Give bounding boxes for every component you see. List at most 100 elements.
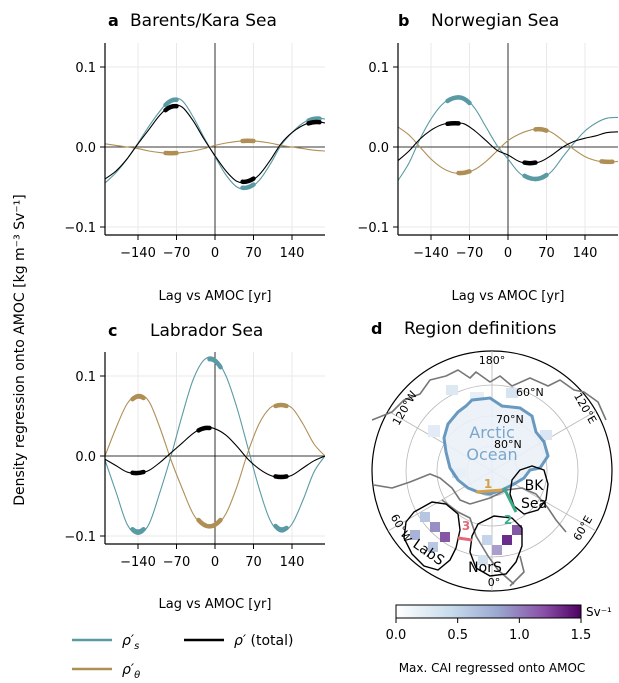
map-label-180: 180° — [479, 354, 506, 367]
panel-a-rho_s-extremum-19 — [306, 116, 322, 123]
colorbar-tick-label-0: 0.0 — [386, 628, 407, 643]
panel-c-rho_theta-extremum-16 — [273, 402, 289, 409]
panel-c-rho_s-extremum-10 — [207, 356, 223, 370]
map-coastlines — [371, 369, 607, 587]
panel-b-xtick-label-3: 70 — [538, 246, 555, 261]
panel-b-rho_total-extremum-12 — [522, 160, 538, 166]
panel-b-xlabel: Lag vs AMOC [yr] — [452, 289, 565, 304]
panel-a-xlabel: Lag vs AMOC [yr] — [159, 289, 272, 304]
map-label-gate-2: 2 — [504, 513, 512, 527]
map-label-70n: 70°N — [496, 413, 524, 426]
panel-a-title: Barents/Kara Sea — [130, 11, 277, 31]
gate-3-line — [457, 536, 473, 542]
panel-d-title: Region definitions — [404, 319, 557, 339]
map-label-ocean: Ocean — [466, 445, 517, 464]
panel-a-series-rho_theta — [105, 140, 325, 154]
panel-d-letter: d — [371, 319, 382, 338]
colorbar-tick-label-3: 1.5 — [571, 628, 592, 643]
panel-c-plot — [105, 356, 325, 535]
panel-a-rho_total-extremum-19 — [306, 119, 322, 126]
panel-a-xtick-label-0: −140 — [120, 246, 156, 261]
panel-b-xtick-label-4: 140 — [573, 246, 598, 261]
panel-b-rho_s-extremum-13 — [533, 172, 549, 182]
panel-b-series-rho_total — [398, 122, 618, 165]
legend-label-rho-s: ρ′s — [122, 633, 139, 652]
colorbar — [395, 604, 582, 619]
panel-a-grid — [105, 43, 325, 235]
panel-b-xtick-label-2: 0 — [504, 246, 512, 261]
map-label-nors: NorS — [468, 560, 502, 576]
panel-a-xtick-label-4: 140 — [280, 246, 305, 261]
map-label-60n: 60°N — [516, 386, 544, 399]
panel-c-rho_theta-extremum-3 — [130, 394, 146, 402]
map-label-gate-3: 3 — [462, 519, 470, 533]
colorbar-label: Max. CAI regressed onto AMOC — [399, 661, 586, 675]
panel-a-ytick-label-0: −0.1 — [64, 221, 96, 236]
panel-c-title: Labrador Sea — [150, 321, 263, 341]
panel-b-ytick-label-0: −0.1 — [357, 221, 389, 236]
panel-a-letter: a — [108, 11, 119, 30]
bk-sea-outline — [509, 465, 549, 515]
panel-c-letter: c — [108, 321, 117, 340]
map-label-80n: 80°N — [494, 438, 522, 451]
panel-b-ytick-label-1: 0.0 — [368, 141, 389, 156]
panel-a-ytick-label-2: 0.1 — [75, 61, 96, 76]
panel-a-ytick-label-1: 0.0 — [75, 141, 96, 156]
panel-c-axes: −140 −70 0 70 140 −0.1 0.0 0.1 — [64, 352, 325, 570]
panel-c: c Labrador Sea −140 −70 0 70 140 −0.1 0.0 0.1 L… — [64, 321, 325, 612]
panel-a-xtick-label-2: 0 — [211, 246, 219, 261]
colorbar-tick-label-2: 1.0 — [509, 628, 530, 643]
panel-a-xtick-label-1: −70 — [163, 246, 190, 261]
colorbar-unit: Sv⁻¹ — [586, 605, 612, 619]
colorbar-ticks: 0.0 0.5 1.0 1.5 — [386, 618, 592, 643]
map-label-0: 0° — [488, 576, 501, 589]
panel-c-rho_theta-extremum-10 — [207, 517, 223, 529]
panel-b-series-rho_s — [398, 95, 618, 181]
panel-b-title: Norwegian Sea — [431, 11, 559, 31]
map-label-arctic: Arctic — [469, 423, 514, 442]
map-label-gate-1: 1 — [484, 477, 492, 491]
panel-c-grid — [105, 352, 325, 544]
panel-b-xtick-label-0: −140 — [413, 246, 449, 261]
panel-a-rho_total-extremum-6 — [163, 103, 179, 113]
panel-c-rho_total-extremum-16 — [273, 474, 289, 480]
panel-a-rho_s-extremum-13 — [240, 182, 256, 191]
panel-a-axes: −140 −70 0 70 140 −0.1 0.0 0.1 — [64, 43, 325, 261]
panel-b-grid — [398, 43, 618, 235]
panel-b-axes: −140 −70 0 70 140 −0.1 0.0 0.1 — [357, 43, 618, 261]
map-label-bk: BK — [525, 478, 545, 494]
panel-a-series-rho_total — [105, 104, 325, 184]
legend-label-rho-theta: ρ′θ — [122, 662, 140, 681]
panel-c-xtick-label-4: 140 — [280, 555, 305, 570]
panel-c-rho_s-extremum-16 — [273, 523, 289, 532]
panel-c-xtick-label-2: 0 — [211, 555, 219, 570]
panel-c-xlabel: Lag vs AMOC [yr] — [159, 597, 272, 612]
panel-d: d Region definitions — [371, 319, 613, 675]
shared-ylabel: Density regression onto AMOC [kg m⁻³ Sv⁻… — [12, 194, 28, 506]
panel-b-ytick-label-2: 0.1 — [368, 61, 389, 76]
panel-a-plot — [105, 97, 325, 191]
panel-c-rho_total-extremum-3 — [130, 469, 146, 476]
panel-b-rho_total-extremum-5 — [445, 121, 461, 127]
panel-c-rho_s-extremum-3 — [130, 526, 146, 535]
nors-outline — [469, 515, 523, 577]
panel-c-xtick-label-3: 70 — [245, 555, 262, 570]
colorbar-tick-label-1: 0.5 — [447, 628, 468, 643]
legend-label-rho-total: ρ′ (total) — [234, 633, 293, 649]
panel-a: a Barents/Kara Sea −140 −70 0 70 140 −0.1 0.0 0… — [64, 11, 325, 304]
panel-c-rho_total-extremum-9 — [196, 425, 212, 433]
panel-b-plot — [398, 95, 618, 182]
gate-1-line — [475, 488, 503, 494]
map-label-sea: Sea — [521, 496, 547, 512]
panel-b-rho_s-extremum-6 — [456, 95, 472, 106]
gate-2-line — [502, 487, 518, 513]
panel-c-ytick-label-2: 0.1 — [75, 370, 96, 385]
panel-b-rho_theta-extremum-13 — [533, 126, 549, 133]
panel-c-ytick-label-0: −0.1 — [64, 530, 96, 545]
panel-b-xtick-label-1: −70 — [456, 246, 483, 261]
panel-b-rho_theta-extremum-6 — [456, 169, 472, 176]
panel-c-xtick-label-0: −140 — [120, 555, 156, 570]
panel-a-xtick-label-3: 70 — [245, 246, 262, 261]
panel-b: b Norwegian Sea −140 −70 0 70 140−0.10.00.1 … — [357, 11, 618, 304]
